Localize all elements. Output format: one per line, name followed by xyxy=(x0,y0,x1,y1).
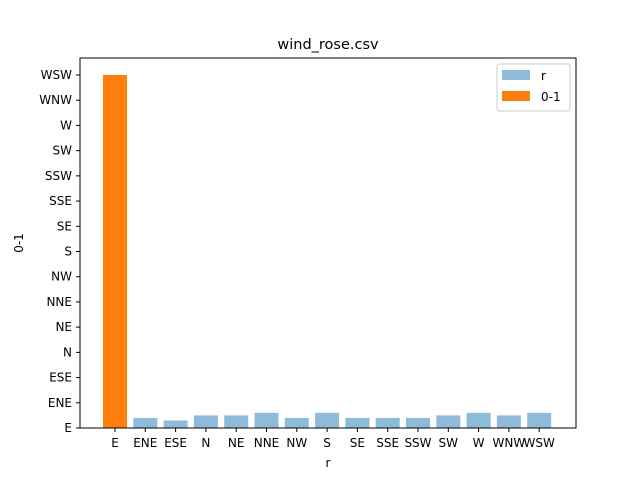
x-axis-label: r xyxy=(326,456,331,470)
bar-series-0-ese xyxy=(163,420,188,428)
x-tick-label: N xyxy=(201,436,210,450)
x-tick-label: SSW xyxy=(404,436,431,450)
chart-title: wind_rose.csv xyxy=(277,37,379,53)
x-tick-label: S xyxy=(323,436,331,450)
plot-frame xyxy=(79,57,577,429)
bar-series-0-nne xyxy=(254,412,279,428)
x-tick-label: WSW xyxy=(524,436,555,450)
y-axis-label: 0-1 xyxy=(12,233,26,253)
y-tick-label: N xyxy=(63,345,72,359)
y-tick-label: S xyxy=(64,245,72,259)
y-tick-label: NNE xyxy=(46,295,72,309)
x-tick-label: SW xyxy=(439,436,459,450)
legend-swatch-r xyxy=(502,70,530,80)
y-tick-label: WSW xyxy=(41,68,72,82)
y-tick-label: SSE xyxy=(49,194,72,208)
x-tick-label: ENE xyxy=(133,436,157,450)
legend: r 0-1 xyxy=(496,63,571,112)
bar-series-0-se xyxy=(345,417,370,428)
x-tick-label: W xyxy=(473,436,485,450)
y-tick-label: ESE xyxy=(49,371,72,385)
x-tick-label: E xyxy=(111,436,119,450)
x-tick-label: NNE xyxy=(254,436,280,450)
bar-series-0-wnw xyxy=(496,415,521,428)
bar-series-0-n xyxy=(193,415,218,428)
legend-label-0-1: 0-1 xyxy=(541,90,561,104)
legend-swatch-0-1 xyxy=(502,91,530,101)
x-tick-label: SSE xyxy=(376,436,399,450)
y-tick-label: SE xyxy=(57,219,72,233)
bar-series-0-wsw xyxy=(527,412,552,428)
bar-series-0-s xyxy=(315,412,340,428)
y-tick-label: NW xyxy=(51,270,72,284)
x-tick-label: WNW xyxy=(493,436,526,450)
x-tick-label: NW xyxy=(286,436,307,450)
y-tick-label: ENE xyxy=(48,396,72,410)
y-tick-label: NE xyxy=(55,320,72,334)
bar-series-1-e xyxy=(103,75,127,428)
x-tick-label: SE xyxy=(350,436,365,450)
y-tick-label: SW xyxy=(53,144,73,158)
bar-series-0-sw xyxy=(436,415,461,428)
bar-series-0-ssw xyxy=(406,417,430,428)
x-tick-label: NE xyxy=(228,436,245,450)
y-tick-label: SSW xyxy=(45,169,72,183)
y-tick-label: WNW xyxy=(39,93,72,107)
bar-series-0-nw xyxy=(284,417,309,428)
legend-label-r: r xyxy=(541,69,546,83)
bar-series-0-ne xyxy=(224,415,249,428)
bars-layer xyxy=(103,75,552,428)
y-tick-label: E xyxy=(64,421,72,435)
bar-series-0-ene xyxy=(133,417,158,428)
bar-series-0-w xyxy=(466,412,491,428)
y-tick-label: W xyxy=(60,118,72,132)
bar-series-0-sse xyxy=(375,417,400,428)
x-tick-label: ESE xyxy=(164,436,187,450)
